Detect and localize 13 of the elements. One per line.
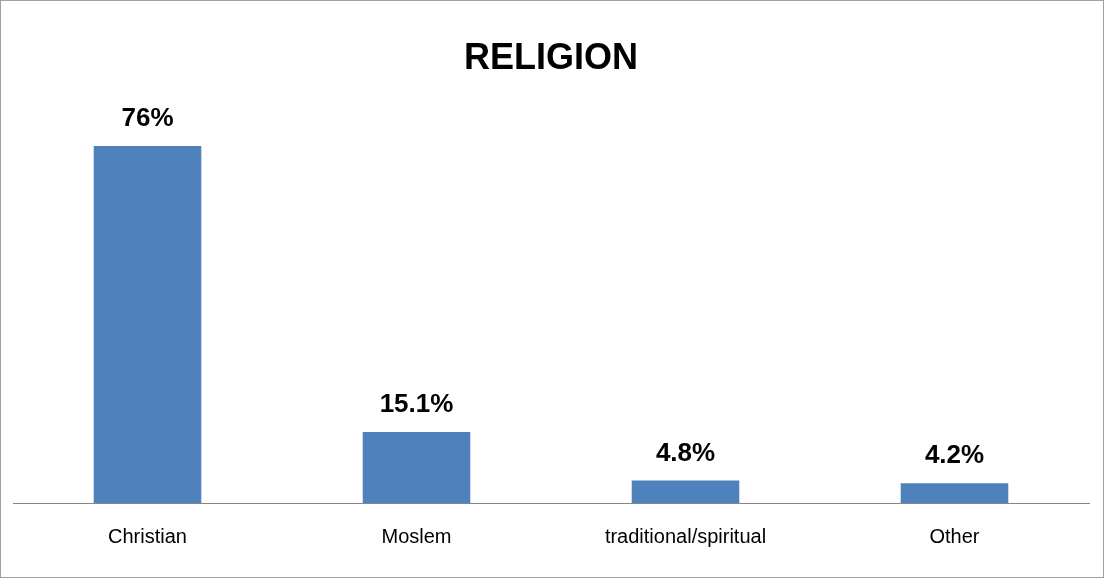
data-label: 4.2% — [924, 439, 985, 470]
bar — [900, 483, 1009, 503]
bar — [93, 145, 202, 503]
x-tick-label: Other — [929, 524, 980, 547]
data-label: 15.1% — [379, 388, 454, 419]
chart-title: RELIGION — [463, 35, 639, 77]
bar — [362, 432, 471, 503]
x-tick-label: traditional/spiritual — [604, 524, 767, 547]
data-label: 76% — [121, 102, 174, 133]
x-tick-label: Moslem — [381, 524, 452, 547]
x-tick-label: Christian — [108, 524, 187, 547]
data-label: 4.8% — [655, 436, 716, 467]
bar — [631, 480, 740, 503]
